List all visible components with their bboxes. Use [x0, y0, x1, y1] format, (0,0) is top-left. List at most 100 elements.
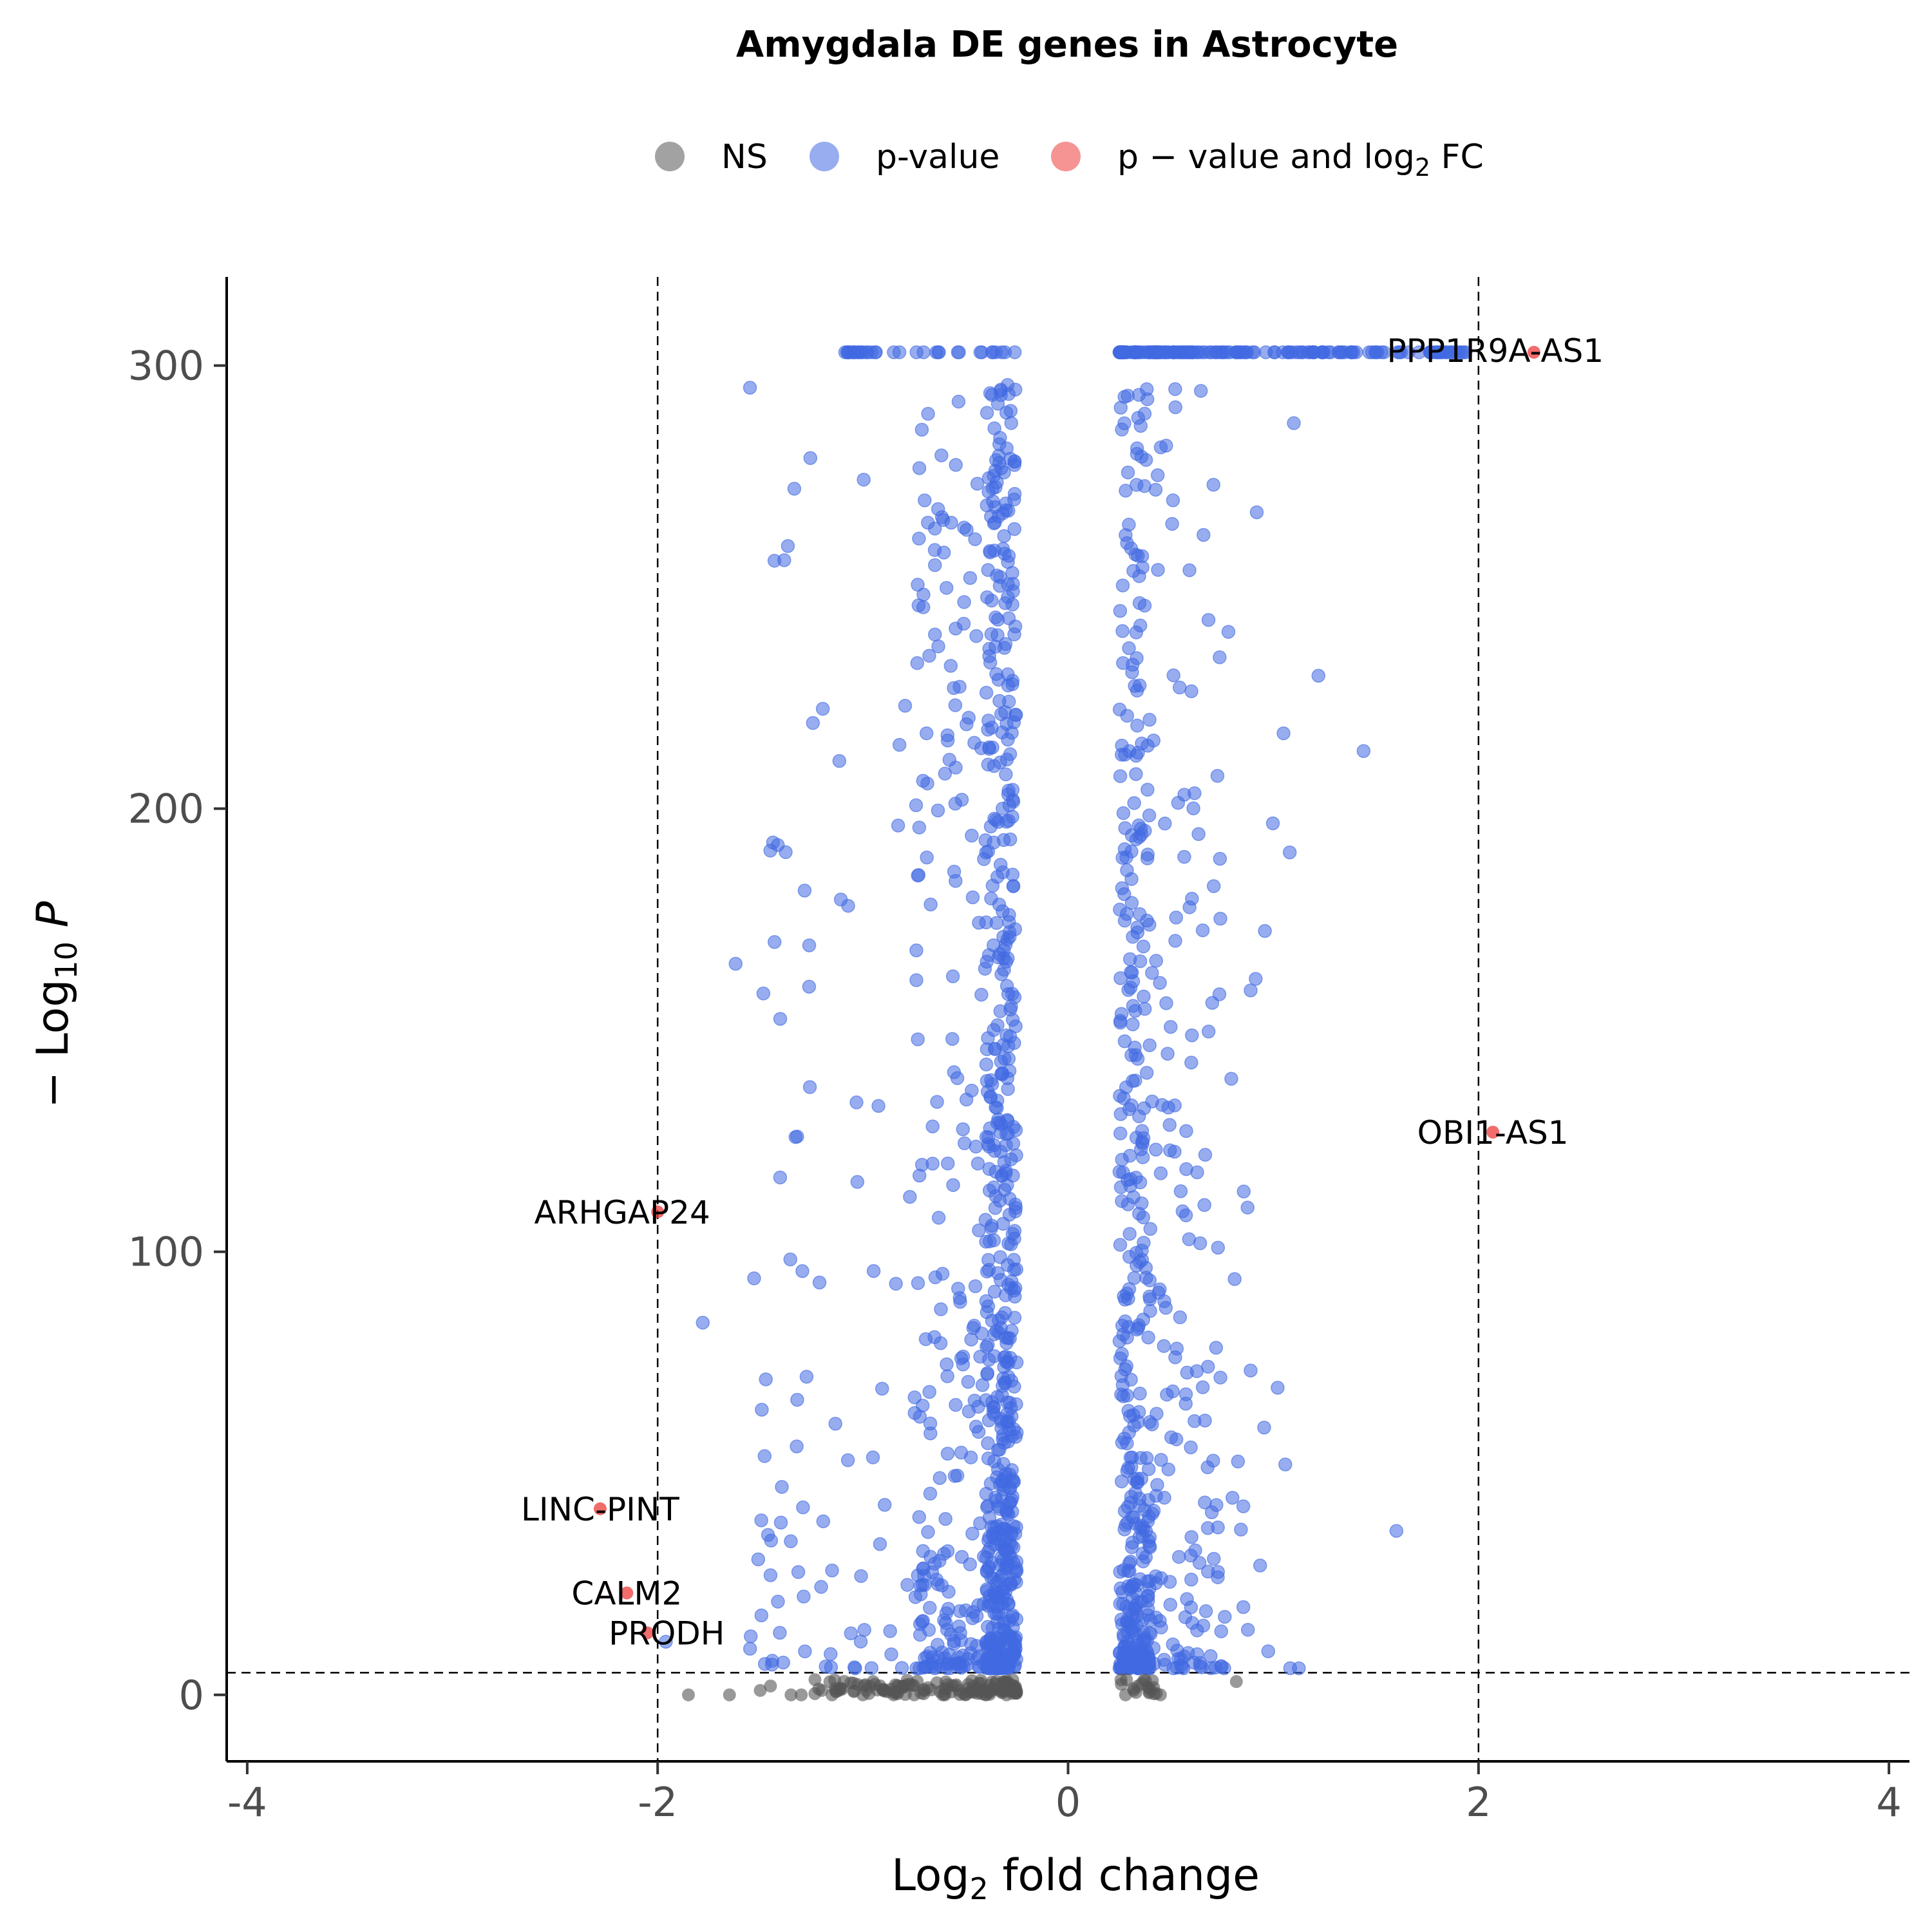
significant-point	[946, 1178, 960, 1192]
significant-point	[909, 973, 923, 987]
significant-point	[1153, 440, 1168, 455]
significant-point	[940, 1357, 954, 1372]
significant-point	[1145, 1417, 1159, 1432]
significant-point	[1131, 1321, 1146, 1335]
significant-point	[1349, 345, 1363, 359]
significant-point	[1211, 1240, 1226, 1255]
significant-point	[1119, 484, 1133, 498]
significant-point	[1135, 1137, 1150, 1151]
ns-points	[681, 1673, 1243, 1701]
significant-point	[1113, 769, 1128, 783]
significant-point	[950, 1468, 965, 1483]
significant-point	[891, 819, 905, 833]
significant-point	[857, 473, 871, 487]
significant-point	[824, 1647, 838, 1662]
significant-point	[1211, 1520, 1225, 1535]
significant-point	[999, 1544, 1014, 1558]
significant-point	[949, 1397, 963, 1412]
significant-point	[979, 1235, 993, 1249]
significant-point	[968, 1279, 983, 1294]
gene-label: LINC-PINT	[521, 1491, 679, 1528]
significant-point	[994, 967, 1009, 981]
significant-point	[957, 595, 971, 609]
significant-point	[931, 1211, 946, 1225]
significant-point	[1119, 528, 1133, 542]
significant-point	[979, 1294, 994, 1309]
significant-point	[982, 1658, 997, 1672]
significant-point	[1278, 1457, 1293, 1472]
significant-point	[1141, 1331, 1155, 1345]
significant-point	[1221, 625, 1236, 639]
significant-point	[933, 1553, 947, 1568]
significant-point	[1213, 851, 1227, 866]
significant-point	[1008, 922, 1023, 936]
significant-point	[1131, 1645, 1145, 1660]
significant-point	[988, 515, 1002, 530]
significant-point	[1004, 1237, 1018, 1251]
significant-point	[912, 820, 927, 835]
significant-point	[1162, 1117, 1177, 1132]
significant-point	[1113, 902, 1127, 917]
significant-point	[1009, 1397, 1023, 1412]
significant-point	[832, 753, 847, 768]
gene-label: CALM2	[571, 1575, 682, 1613]
significant-point	[934, 1578, 949, 1593]
significant-point	[1166, 668, 1180, 683]
significant-point	[1213, 650, 1227, 665]
significant-point	[923, 1416, 938, 1431]
significant-point	[1009, 1612, 1024, 1627]
significant-point	[773, 1170, 788, 1185]
significant-point	[773, 1625, 787, 1640]
significant-point	[1236, 1499, 1251, 1513]
significant-point	[923, 897, 938, 912]
significant-point	[1122, 1148, 1137, 1163]
significant-point	[911, 1032, 925, 1046]
legend-marker-p	[810, 142, 839, 171]
ns-point	[1115, 1678, 1128, 1691]
significant-point	[1173, 1184, 1188, 1198]
significant-point	[1126, 1591, 1140, 1605]
significant-point	[1153, 976, 1167, 990]
significant-point	[992, 1115, 1007, 1130]
significant-point	[1007, 990, 1022, 1005]
significant-point	[931, 803, 945, 818]
significant-point	[1169, 1432, 1184, 1446]
significant-point	[956, 1122, 971, 1137]
significant-point	[773, 1515, 788, 1530]
ns-point	[891, 1685, 904, 1699]
significant-point	[696, 1316, 710, 1330]
significant-point	[1119, 1655, 1133, 1670]
significant-point	[1234, 1522, 1248, 1537]
x-tick-label: 0	[1056, 1779, 1081, 1826]
x-tick-label: -4	[227, 1779, 267, 1826]
significant-point	[1166, 345, 1181, 359]
significant-point	[1113, 1014, 1128, 1028]
significant-point	[968, 532, 982, 546]
significant-point	[1132, 678, 1147, 693]
significant-point	[933, 1471, 947, 1485]
significant-point	[919, 726, 934, 741]
significant-point	[1000, 1354, 1015, 1369]
significant-point	[1006, 879, 1021, 893]
significant-point	[806, 715, 820, 730]
significant-point	[1007, 1253, 1021, 1267]
significant-point	[1220, 345, 1234, 359]
significant-point	[987, 1454, 1001, 1468]
significant-point	[996, 542, 1010, 556]
significant-point	[987, 1284, 1002, 1299]
y-tick-label: 300	[128, 343, 204, 390]
significant-point	[1190, 1647, 1204, 1662]
significant-point	[934, 448, 949, 462]
significant-point	[975, 1378, 990, 1392]
significant-point	[1133, 1387, 1147, 1401]
significant-point	[1112, 702, 1127, 717]
significant-point	[1159, 996, 1173, 1010]
significant-point	[980, 1366, 995, 1380]
significant-point	[1179, 1124, 1193, 1138]
significant-point	[938, 1511, 952, 1526]
significant-point	[1292, 1661, 1306, 1676]
significant-point	[989, 611, 1003, 625]
significant-point	[1249, 505, 1264, 520]
ns-point	[808, 1673, 822, 1687]
significant-point	[864, 1661, 879, 1675]
